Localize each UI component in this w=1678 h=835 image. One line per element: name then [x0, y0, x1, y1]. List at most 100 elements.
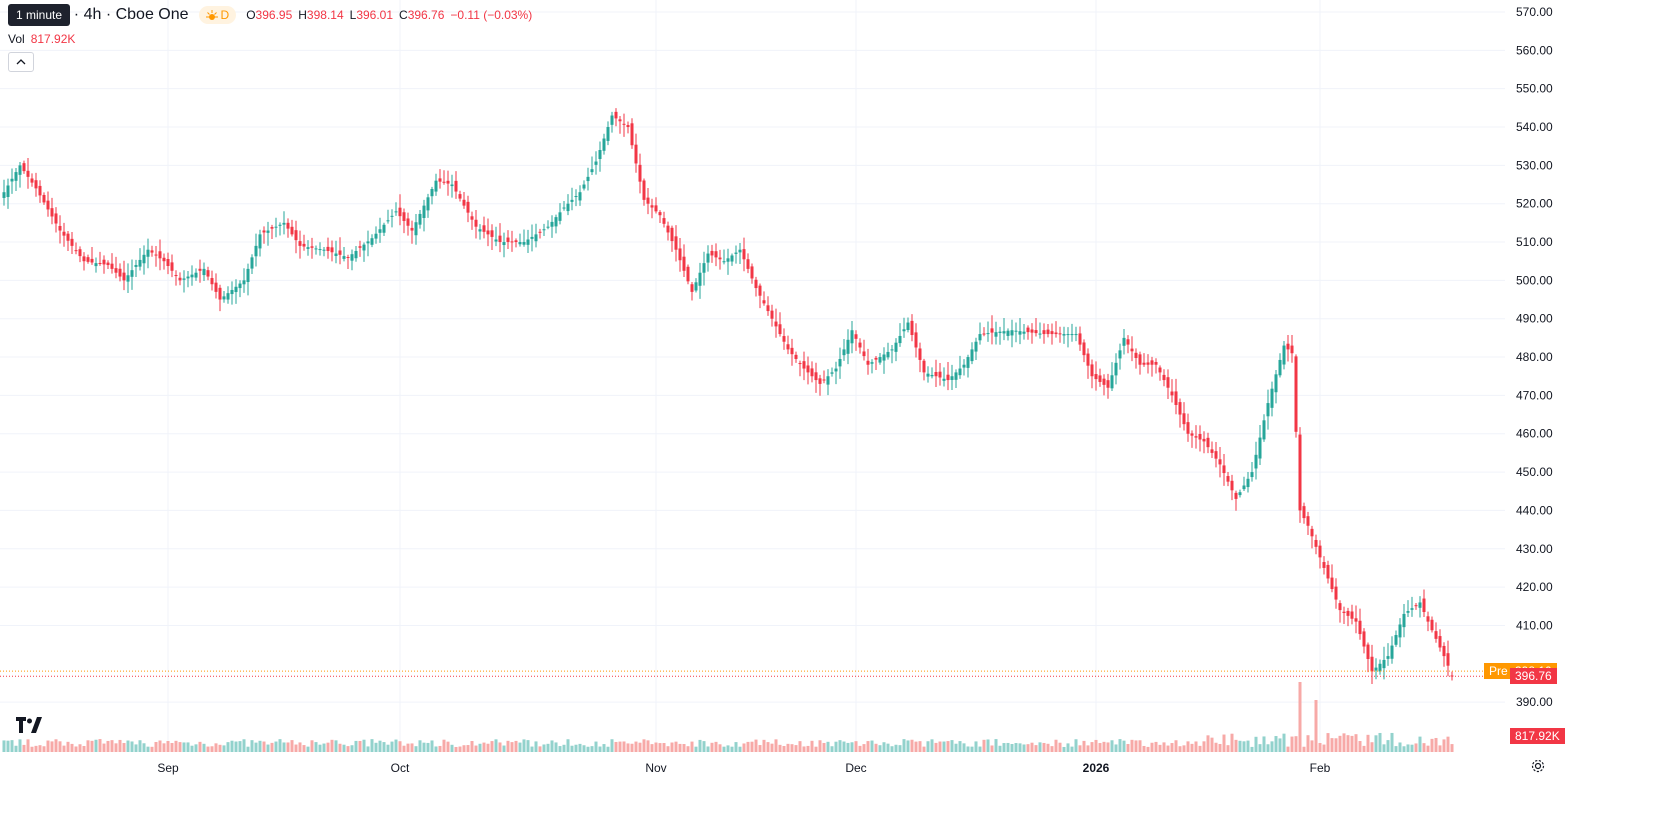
candle-body — [218, 287, 222, 300]
candle-body — [558, 212, 562, 221]
volume-bar — [1314, 700, 1318, 752]
volume-bar — [86, 740, 90, 752]
price-tick-label: 460.00 — [1516, 427, 1553, 441]
volume-bar — [782, 745, 786, 752]
candle-body — [798, 363, 802, 365]
volume-bar — [950, 740, 954, 752]
gear-icon[interactable] — [1530, 758, 1546, 774]
candle-body — [794, 354, 798, 359]
volume-bar — [1014, 743, 1018, 752]
volume-bar — [602, 744, 606, 752]
volume-bar — [854, 741, 858, 752]
volume-bar — [718, 744, 722, 752]
volume-bar — [882, 742, 886, 752]
candle-body — [334, 253, 338, 256]
candle-body — [990, 328, 994, 333]
volume-bar — [1110, 740, 1114, 752]
volume-legend: Vol 817.92K — [8, 32, 75, 46]
price-tick-label: 540.00 — [1516, 120, 1553, 134]
volume-bar — [638, 742, 642, 752]
candle-body — [1422, 598, 1426, 613]
volume-bar — [430, 740, 434, 752]
volume-bar — [586, 746, 590, 752]
volume-bar — [234, 741, 238, 752]
candle-body — [134, 265, 138, 267]
volume-bar — [1326, 733, 1330, 752]
ohlc-low: L396.01 — [349, 8, 394, 22]
candle-body — [326, 246, 330, 251]
candle-body — [1030, 329, 1034, 333]
candle-body — [638, 164, 642, 182]
volume-bar — [1010, 744, 1014, 752]
volume-bar — [74, 746, 78, 752]
candle-body — [46, 200, 50, 210]
candle-body — [142, 254, 146, 264]
candle-body — [642, 180, 646, 200]
pre-market-label: Pre — [1484, 663, 1513, 680]
volume-bar — [778, 744, 782, 752]
volume-bar — [346, 746, 350, 752]
volume-bar — [2, 740, 6, 752]
candle-body — [50, 208, 54, 217]
volume-bar — [1078, 745, 1082, 752]
price-tick-label: 530.00 — [1516, 158, 1553, 172]
candle-body — [458, 194, 462, 199]
volume-bar — [1162, 742, 1166, 752]
candle-body — [714, 251, 718, 258]
volume-bar — [270, 742, 274, 752]
candle-body — [646, 197, 650, 204]
session-badge[interactable]: D — [198, 6, 237, 24]
candle-body — [342, 256, 346, 259]
volume-bar — [190, 745, 194, 752]
price-tick-label: 550.00 — [1516, 82, 1553, 96]
volume-bar — [1034, 745, 1038, 752]
candle-body — [14, 172, 18, 181]
volume-bar — [894, 744, 898, 752]
volume-bar — [1238, 740, 1242, 752]
tradingview-logo-icon[interactable] — [14, 714, 44, 736]
volume-bar — [654, 742, 658, 752]
volume-bar — [1258, 744, 1262, 752]
volume-bar — [726, 745, 730, 752]
candle-body — [854, 334, 858, 339]
candle-body — [74, 250, 78, 252]
volume-bar — [1370, 742, 1374, 752]
volume-bar — [730, 746, 734, 752]
volume-bar — [22, 744, 26, 752]
volume-bar — [214, 743, 218, 752]
volume-bar — [62, 745, 66, 752]
candle-body — [158, 251, 162, 259]
price-tick-label: 570.00 — [1516, 5, 1553, 19]
candle-body — [1078, 333, 1082, 345]
volume-bar — [734, 742, 738, 752]
volume-bar — [1114, 744, 1118, 752]
candle-body — [826, 376, 830, 385]
volume-bar — [794, 745, 798, 752]
candle-body — [930, 374, 934, 377]
candle-body — [6, 185, 10, 197]
volume-bar — [1054, 739, 1058, 752]
candle-body — [254, 245, 258, 257]
collapse-legend-button[interactable] — [8, 52, 34, 72]
volume-bar — [298, 742, 302, 752]
candle-body — [138, 259, 142, 267]
candle-body — [270, 227, 274, 229]
candle-body — [34, 180, 38, 189]
volume-bars — [2, 682, 1454, 752]
candle-body — [838, 358, 842, 367]
volume-value: 817.92K — [30, 32, 76, 46]
price-lines — [0, 670, 1505, 677]
volume-bar — [1070, 746, 1074, 752]
candle-body — [274, 226, 278, 228]
volume-bar — [1398, 742, 1402, 752]
candle-body — [394, 211, 398, 213]
candle-body — [1338, 603, 1342, 611]
candle-body — [654, 205, 658, 212]
volume-bar — [94, 739, 98, 752]
candle-body — [874, 357, 878, 360]
volume-bar — [1302, 746, 1306, 752]
candle-body — [1102, 378, 1106, 385]
volume-bar — [1338, 735, 1342, 752]
candle-body — [1234, 492, 1238, 499]
